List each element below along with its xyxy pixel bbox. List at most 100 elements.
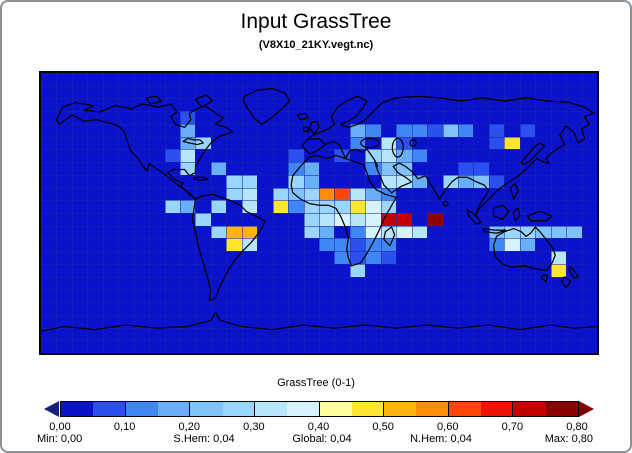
heatmap-cell xyxy=(334,238,350,252)
stat-max: Max: 0,80 xyxy=(544,433,593,445)
heatmap-cell xyxy=(319,200,335,213)
iberia-coast xyxy=(301,137,326,155)
heatmap-cell xyxy=(272,187,289,201)
heatmap-cell xyxy=(550,225,567,239)
heatmap-cell xyxy=(488,238,505,252)
heatmap-cell xyxy=(241,187,258,201)
colorbar-segment xyxy=(319,402,352,416)
aral-sea xyxy=(409,139,417,147)
heatmap-cell xyxy=(288,162,304,175)
heatmap-cells xyxy=(41,73,597,353)
heatmap-cell xyxy=(319,225,335,239)
arctic-islands xyxy=(145,94,214,108)
heatmap-cell xyxy=(303,162,319,175)
heatmap-cell xyxy=(303,200,319,213)
heatmap-cell xyxy=(334,187,350,201)
heatmap-cell xyxy=(566,225,582,239)
greenland-coast xyxy=(242,87,291,125)
antarctica-coast xyxy=(41,311,597,332)
north-america-coast xyxy=(55,101,234,200)
heatmap-cell xyxy=(396,162,412,175)
colorbar-tick-label: 0,70 xyxy=(501,421,524,433)
heatmap-cell xyxy=(365,251,381,264)
heatmap-cell xyxy=(396,149,412,163)
heatmap-cell xyxy=(411,149,428,163)
heatmap-cell xyxy=(288,200,304,213)
heatmap-cell xyxy=(380,251,397,264)
java xyxy=(482,227,507,234)
colorbar-tick-label: 0,10 xyxy=(113,421,136,433)
north-europe-coast xyxy=(306,95,397,141)
colorbar-segment xyxy=(448,402,482,416)
colorbar-segment xyxy=(545,402,578,416)
colorbar-tick-label: 0,60 xyxy=(437,421,459,433)
heatmap-cell xyxy=(488,225,505,239)
colorbar-label: GrassTree (0-1) xyxy=(277,377,355,389)
caspian-sea xyxy=(391,137,404,158)
heatmap-cell xyxy=(535,225,551,239)
heatmap-cell xyxy=(411,174,428,188)
world-map-heatmap xyxy=(39,71,599,355)
heatmap-cell xyxy=(349,263,366,277)
stat-global: Global: 0,04 xyxy=(292,433,352,445)
heatmap-cell xyxy=(504,136,520,150)
heatmap-cell xyxy=(180,162,196,175)
heatmap-cell xyxy=(365,200,381,213)
colorbar xyxy=(60,401,579,417)
cuba xyxy=(193,176,209,181)
heatmap-cell xyxy=(488,174,505,188)
heatmap-cell xyxy=(488,123,505,137)
heatmap-cell xyxy=(442,123,458,137)
philippines xyxy=(509,182,519,200)
heatmap-cell xyxy=(272,200,289,213)
heatmap-cell xyxy=(303,187,319,201)
heatmap-cell xyxy=(180,149,196,163)
heatmap-cell xyxy=(504,238,520,252)
heatmap-cell xyxy=(349,123,366,137)
plot-subtitle: (V8X10_21KY.vegt.nc) xyxy=(258,39,374,51)
heatmap-cell xyxy=(349,136,366,150)
asia-coast xyxy=(373,95,595,217)
heatmap-cell xyxy=(288,149,304,163)
heatmap-cell xyxy=(164,149,180,163)
colorbar-tick-label: 0,00 xyxy=(49,421,71,433)
heatmap-cell xyxy=(519,225,536,239)
heatmap-cell xyxy=(349,238,366,252)
heatmap-cell xyxy=(380,213,397,226)
heatmap-cell xyxy=(349,225,366,239)
colorbar-tick xyxy=(189,401,191,417)
mediterranean-north-coast xyxy=(324,140,379,167)
stat-north-hemisphere: N.Hem: 0,04 xyxy=(410,433,472,445)
colorbar-tick xyxy=(447,401,449,417)
heatmap-cell xyxy=(380,187,397,201)
colorbar-overflow-arrow xyxy=(579,401,594,417)
heatmap-cell xyxy=(349,213,366,226)
heatmap-cell xyxy=(241,225,258,239)
colorbar-segment xyxy=(157,402,191,416)
heatmap-cell xyxy=(303,174,319,188)
heatmap-cell xyxy=(458,123,474,137)
heatmap-cell xyxy=(396,213,412,226)
sulawesi xyxy=(512,207,521,222)
heatmap-cell xyxy=(396,123,412,137)
colorbar-tick-label: 0,50 xyxy=(372,421,394,433)
heatmap-cell xyxy=(319,213,335,226)
heatmap-cell xyxy=(488,136,505,150)
colorbar-segment xyxy=(93,402,126,416)
heatmap-cell xyxy=(180,111,196,124)
colorbar-tick xyxy=(383,401,385,417)
colorbar-underflow-arrow xyxy=(44,401,59,417)
sumatra xyxy=(466,209,482,225)
heatmap-cell xyxy=(303,213,319,226)
heatmap-cell xyxy=(195,213,211,226)
heatmap-cell xyxy=(365,123,381,137)
colorbar-segment xyxy=(190,402,223,416)
colorbar-tick-label: 0,40 xyxy=(307,421,330,433)
heatmap-cell xyxy=(519,123,536,137)
heatmap-cell xyxy=(427,123,443,137)
colorbar-segment xyxy=(481,402,514,416)
heatmap-cell xyxy=(210,162,227,175)
grid-lines xyxy=(41,73,597,353)
heatmap-cell xyxy=(349,187,366,201)
